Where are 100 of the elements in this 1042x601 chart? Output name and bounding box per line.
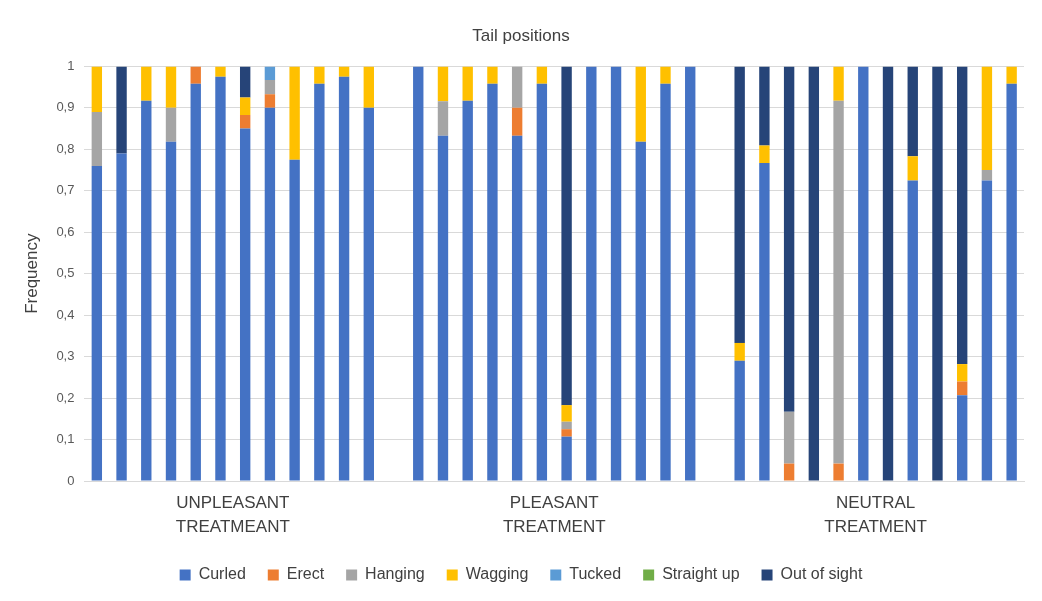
bar [833, 463, 844, 481]
bar [511, 135, 523, 481]
bar [165, 141, 177, 481]
bar [239, 114, 251, 129]
bar [289, 159, 300, 481]
bar [462, 66, 473, 101]
bar [314, 66, 325, 84]
bar [759, 163, 770, 481]
text: UNPLEASANT TREATMEANT [175, 493, 290, 537]
bar [289, 66, 300, 160]
bar [833, 100, 844, 464]
text: PLEASANT TREATMENT [502, 493, 606, 537]
bar [734, 342, 745, 361]
y-tick-label: 0,7 [56, 182, 75, 198]
bar [981, 66, 993, 171]
bar [536, 83, 548, 481]
bar [882, 66, 894, 481]
bar [338, 66, 350, 77]
bar [783, 66, 795, 412]
bar [338, 76, 350, 481]
bar [610, 66, 622, 481]
chart-title: Tail positions [472, 25, 570, 45]
bar [759, 145, 770, 163]
bar [907, 66, 918, 157]
bar [808, 66, 820, 481]
y-axis-title: Frequency [21, 233, 41, 314]
bar [363, 107, 374, 481]
bar [190, 83, 201, 481]
bar [981, 180, 993, 481]
y-tick-label: 0,9 [56, 99, 75, 115]
bar [858, 66, 869, 481]
bar [833, 66, 844, 101]
bar [759, 66, 770, 146]
bar [165, 107, 177, 142]
bar [536, 66, 548, 84]
bar [586, 66, 597, 481]
legend-label: Hanging [365, 565, 425, 583]
bar [957, 364, 968, 382]
text: NEUTRAL TREATMENT [824, 493, 927, 537]
bar [907, 180, 918, 481]
bar [957, 66, 968, 365]
bar [487, 66, 498, 84]
bar [264, 107, 276, 481]
bar [190, 66, 201, 84]
bar [957, 395, 968, 481]
y-tick-label: 0,5 [56, 265, 75, 281]
bar [783, 411, 795, 464]
y-tick-label: 1 [67, 57, 75, 73]
bar [685, 66, 696, 481]
bar [561, 421, 572, 430]
bar [660, 83, 671, 481]
bar [635, 141, 646, 481]
bar [734, 360, 745, 481]
bar [215, 66, 226, 77]
y-tick-label: 0,4 [56, 306, 75, 322]
bar [141, 66, 152, 101]
bar [561, 429, 572, 437]
y-tick-label: 0 [67, 472, 75, 488]
bar [437, 101, 449, 136]
bar [511, 107, 523, 136]
bar [91, 66, 103, 113]
bar [561, 436, 572, 481]
bar [239, 128, 251, 481]
bar [783, 463, 795, 481]
bar [907, 156, 918, 181]
bar [561, 405, 572, 422]
bar [264, 80, 276, 95]
bar [239, 97, 251, 115]
legend-label: Tucked [569, 565, 622, 583]
bar [363, 66, 374, 108]
bar [413, 66, 424, 481]
bar [932, 66, 943, 481]
bar [264, 94, 276, 108]
bar [91, 165, 103, 481]
legend-label: Curled [198, 565, 246, 583]
bar [561, 66, 572, 406]
y-tick-label: 0,2 [56, 389, 75, 405]
bar [487, 83, 498, 481]
legend-label: Straight up [662, 565, 740, 583]
legend-label: Wagging [465, 565, 529, 583]
bar [91, 112, 103, 166]
bar [437, 66, 449, 102]
y-tick-label: 0,1 [56, 431, 75, 447]
bar [165, 66, 177, 108]
bar [314, 83, 325, 481]
bar [981, 170, 993, 181]
bar [957, 381, 968, 396]
y-tick-label: 0,6 [56, 223, 75, 239]
bar [660, 66, 671, 84]
bar [635, 66, 646, 142]
y-tick-label: 0,8 [56, 140, 75, 156]
bar [437, 135, 449, 481]
bar [462, 100, 473, 481]
bar [239, 66, 251, 98]
bar [264, 66, 276, 81]
legend-label: Erect [286, 565, 325, 583]
bar [215, 76, 226, 481]
legend-label: Out of sight [780, 565, 863, 583]
bar [116, 66, 127, 154]
y-tick-label: 0,3 [56, 348, 75, 364]
